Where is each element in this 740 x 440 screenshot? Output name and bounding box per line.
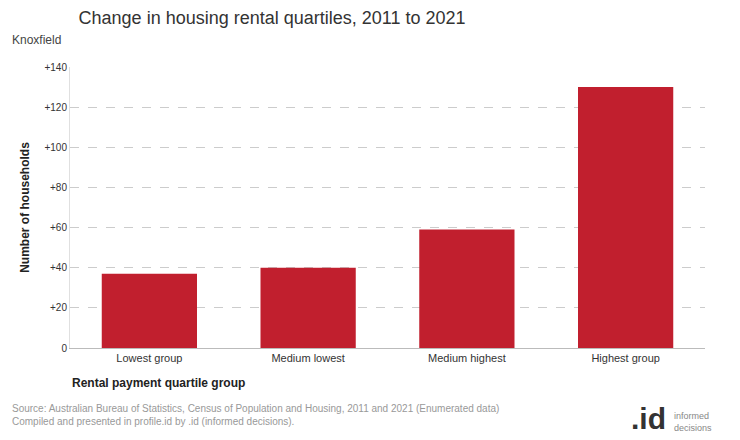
svg-text:.id: .id (631, 402, 666, 435)
svg-text:+20: +20 (50, 302, 67, 313)
svg-text:+80: +80 (50, 182, 67, 193)
svg-text:0: 0 (61, 343, 67, 354)
svg-text:Medium highest: Medium highest (428, 352, 506, 364)
svg-text:Lowest group: Lowest group (116, 352, 182, 364)
svg-text:+40: +40 (50, 262, 67, 273)
svg-text:Knoxfield: Knoxfield (12, 33, 61, 47)
svg-text:Compiled and presented in prof: Compiled and presented in profile.id by … (12, 416, 294, 427)
svg-text:Number of households: Number of households (18, 142, 32, 273)
svg-text:Highest group: Highest group (591, 352, 660, 364)
svg-text:+140: +140 (44, 62, 67, 73)
svg-text:Medium lowest: Medium lowest (271, 352, 344, 364)
svg-text:Rental payment quartile group: Rental payment quartile group (72, 376, 245, 390)
svg-text:+100: +100 (44, 142, 67, 153)
svg-text:Change in housing rental quart: Change in housing rental quartiles, 2011… (79, 8, 466, 28)
svg-text:+60: +60 (50, 222, 67, 233)
svg-text:+120: +120 (44, 102, 67, 113)
svg-text:informeddecisions: informeddecisions (674, 411, 712, 433)
svg-text:Source: Australian Bureau of S: Source: Australian Bureau of Statistics,… (12, 403, 499, 414)
